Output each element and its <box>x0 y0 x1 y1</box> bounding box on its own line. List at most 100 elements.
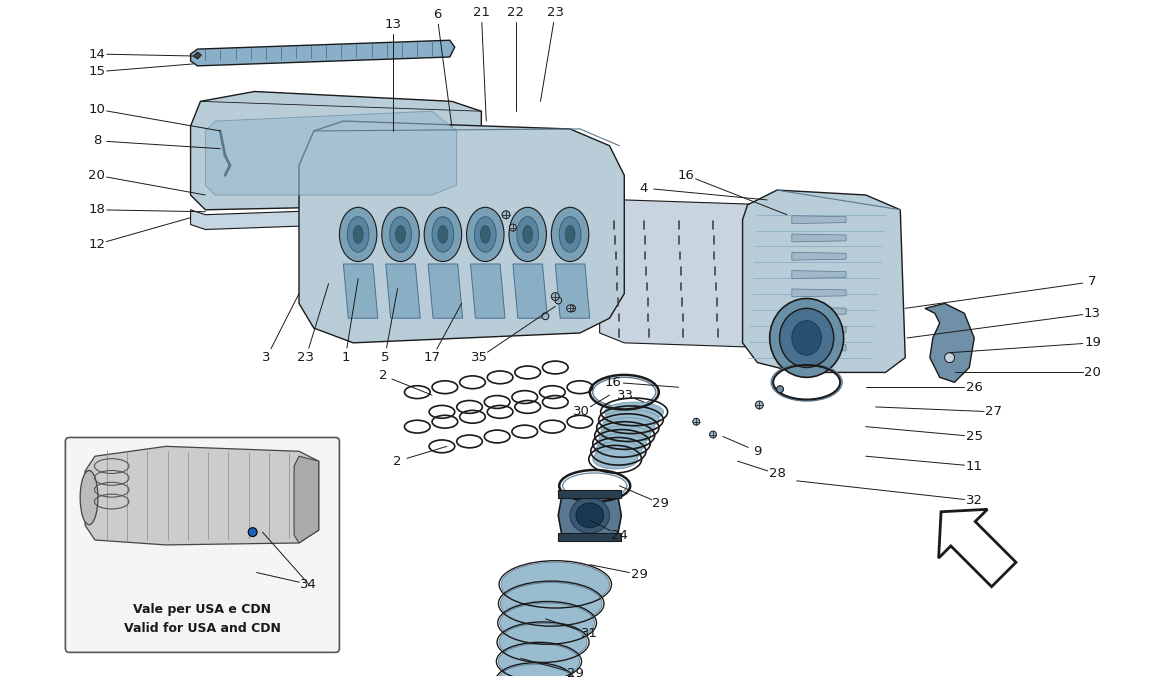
Polygon shape <box>792 344 846 352</box>
Ellipse shape <box>576 503 604 528</box>
Ellipse shape <box>523 225 532 243</box>
Text: 20: 20 <box>89 169 106 182</box>
Text: 2: 2 <box>393 455 401 468</box>
Text: 14: 14 <box>89 48 106 61</box>
Ellipse shape <box>551 292 559 301</box>
Polygon shape <box>193 52 201 59</box>
Ellipse shape <box>503 211 509 219</box>
Ellipse shape <box>570 498 610 533</box>
Ellipse shape <box>756 401 764 409</box>
Ellipse shape <box>554 297 561 304</box>
Polygon shape <box>743 190 905 372</box>
Ellipse shape <box>353 225 363 243</box>
Ellipse shape <box>509 224 516 231</box>
Text: 22: 22 <box>507 6 524 19</box>
Ellipse shape <box>599 426 651 445</box>
Polygon shape <box>85 447 319 545</box>
Text: 13: 13 <box>384 18 401 31</box>
Text: Vale per USA e CDN: Vale per USA e CDN <box>133 602 271 615</box>
Ellipse shape <box>542 313 549 320</box>
Ellipse shape <box>595 441 642 461</box>
Text: 26: 26 <box>966 380 982 393</box>
Ellipse shape <box>605 402 664 421</box>
Text: 16: 16 <box>678 169 695 182</box>
Polygon shape <box>792 252 846 260</box>
Ellipse shape <box>592 449 638 469</box>
Polygon shape <box>555 264 590 318</box>
Text: 11: 11 <box>966 460 983 473</box>
Ellipse shape <box>509 208 546 262</box>
Ellipse shape <box>339 208 377 262</box>
Text: 20: 20 <box>1084 366 1101 379</box>
Text: 13: 13 <box>1084 307 1101 320</box>
Text: 17: 17 <box>423 351 440 364</box>
FancyBboxPatch shape <box>66 438 339 652</box>
Ellipse shape <box>81 471 98 525</box>
Ellipse shape <box>390 217 412 252</box>
Polygon shape <box>558 490 621 498</box>
Text: 28: 28 <box>768 467 785 480</box>
Polygon shape <box>599 200 787 348</box>
Text: 32: 32 <box>966 494 983 507</box>
Text: 34: 34 <box>300 578 317 591</box>
Text: 16: 16 <box>605 376 622 389</box>
Polygon shape <box>558 494 621 537</box>
Ellipse shape <box>792 321 821 355</box>
Ellipse shape <box>769 298 844 377</box>
Text: 23: 23 <box>546 6 564 19</box>
Polygon shape <box>206 111 457 195</box>
Ellipse shape <box>500 583 601 625</box>
Text: 29: 29 <box>652 497 669 510</box>
Polygon shape <box>294 456 319 543</box>
Text: 15: 15 <box>89 66 106 79</box>
Text: 27: 27 <box>986 405 1003 419</box>
Text: Valid for USA and CDN: Valid for USA and CDN <box>124 622 281 635</box>
Polygon shape <box>792 289 846 297</box>
Polygon shape <box>938 510 1015 587</box>
Ellipse shape <box>248 528 258 537</box>
Ellipse shape <box>692 418 699 425</box>
Text: 24: 24 <box>611 529 628 542</box>
Text: 1: 1 <box>342 351 350 364</box>
Text: 35: 35 <box>470 351 488 364</box>
Ellipse shape <box>396 225 406 243</box>
Text: 18: 18 <box>89 204 106 217</box>
Polygon shape <box>792 326 846 333</box>
Text: 23: 23 <box>298 351 314 364</box>
Ellipse shape <box>475 217 496 252</box>
Ellipse shape <box>424 208 461 262</box>
Ellipse shape <box>551 208 589 262</box>
Polygon shape <box>191 40 454 66</box>
Ellipse shape <box>600 418 656 438</box>
Text: 30: 30 <box>574 405 590 419</box>
Polygon shape <box>344 264 378 318</box>
Ellipse shape <box>776 386 783 393</box>
Polygon shape <box>792 234 846 242</box>
Text: 12: 12 <box>89 238 106 251</box>
Text: 5: 5 <box>381 351 389 364</box>
Polygon shape <box>385 264 420 318</box>
Ellipse shape <box>516 217 538 252</box>
Text: 2: 2 <box>378 369 388 382</box>
Ellipse shape <box>498 644 580 679</box>
Ellipse shape <box>597 434 646 454</box>
Polygon shape <box>470 264 505 318</box>
Polygon shape <box>558 533 621 541</box>
Text: 21: 21 <box>473 6 490 19</box>
Ellipse shape <box>603 410 659 430</box>
Ellipse shape <box>944 352 954 363</box>
Polygon shape <box>191 205 506 229</box>
Ellipse shape <box>467 208 504 262</box>
Text: 7: 7 <box>1088 275 1097 288</box>
Text: 10: 10 <box>89 102 106 115</box>
Ellipse shape <box>382 208 420 262</box>
Text: 33: 33 <box>616 389 634 402</box>
Polygon shape <box>513 264 547 318</box>
Polygon shape <box>925 303 974 382</box>
Text: 4: 4 <box>639 182 649 195</box>
Ellipse shape <box>780 308 834 367</box>
Polygon shape <box>428 264 462 318</box>
Polygon shape <box>792 216 846 223</box>
Ellipse shape <box>432 217 454 252</box>
Ellipse shape <box>438 225 447 243</box>
